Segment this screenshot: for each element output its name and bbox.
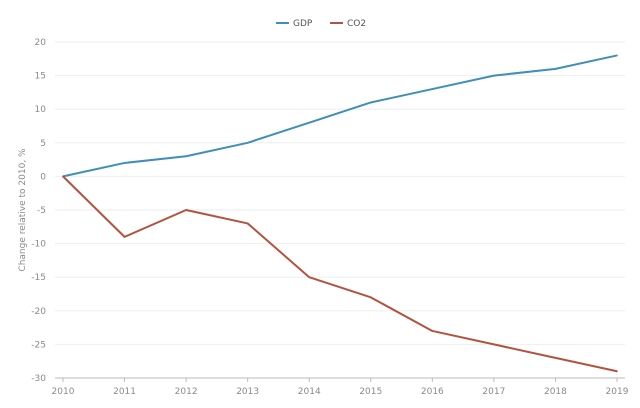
x-tick-label: 2013: [236, 387, 259, 397]
y-tick-label: -10: [31, 240, 46, 250]
series-lines: [62, 54, 618, 373]
legend-label-co2: CO2: [347, 19, 366, 29]
y-tick-label: -25: [31, 340, 46, 350]
y-tick-label: -5: [37, 206, 46, 216]
y-tick-label: 15: [35, 72, 46, 82]
data-point-co2: [246, 222, 249, 225]
data-point-co2: [616, 370, 618, 373]
legend-label-gdp: GDP: [293, 19, 313, 29]
y-tick-label: -15: [31, 273, 46, 283]
x-tick-label: 2012: [175, 387, 198, 397]
x-tick-label: 2015: [359, 387, 382, 397]
data-point-gdp: [616, 54, 618, 57]
data-point-gdp: [554, 68, 557, 70]
x-tick-label: 2017: [482, 387, 505, 397]
x-tick-label: 2011: [113, 387, 136, 397]
data-point-co2: [493, 343, 495, 346]
x-tick-label: 2010: [52, 387, 75, 397]
data-point-co2: [308, 276, 311, 279]
y-tick-label: 0: [40, 172, 46, 182]
x-tick-label: 2014: [298, 387, 321, 397]
gridlines: [55, 41, 625, 379]
x-tick-label: 2018: [544, 387, 567, 397]
legend: GDP CO2: [276, 19, 366, 29]
data-point-gdp: [308, 121, 311, 124]
data-point-gdp: [493, 74, 495, 77]
data-point-gdp: [369, 101, 372, 104]
data-point-gdp: [431, 88, 434, 90]
data-point-co2: [62, 175, 64, 178]
series-line-co2: [62, 175, 618, 373]
data-point-gdp: [246, 142, 249, 144]
data-point-co2: [554, 357, 557, 359]
y-tick-label: 5: [40, 139, 46, 149]
y-tick-label: 20: [35, 38, 47, 48]
series-line-gdp: [62, 54, 618, 178]
x-axis-ticks: 2010 2011 2012 2013 2014 2015 2016 2017 2018 2019: [52, 378, 629, 397]
y-tick-label: -30: [31, 374, 46, 384]
data-point-co2: [431, 330, 434, 332]
y-tick-label: 10: [35, 105, 47, 115]
data-point-co2: [369, 296, 372, 299]
data-point-gdp: [185, 155, 187, 158]
x-tick-label: 2019: [606, 387, 629, 397]
data-point-gdp: [123, 162, 126, 164]
data-point-co2: [123, 236, 126, 238]
y-tick-label: -20: [31, 307, 46, 317]
y-axis-label: Change relative to 2010, %: [18, 148, 28, 272]
y-axis-ticks: 20 15 10 5 0 -5 -10 -15 -20 -25 -30: [31, 38, 46, 384]
data-point-co2: [185, 209, 187, 211]
x-tick-label: 2016: [421, 387, 444, 397]
